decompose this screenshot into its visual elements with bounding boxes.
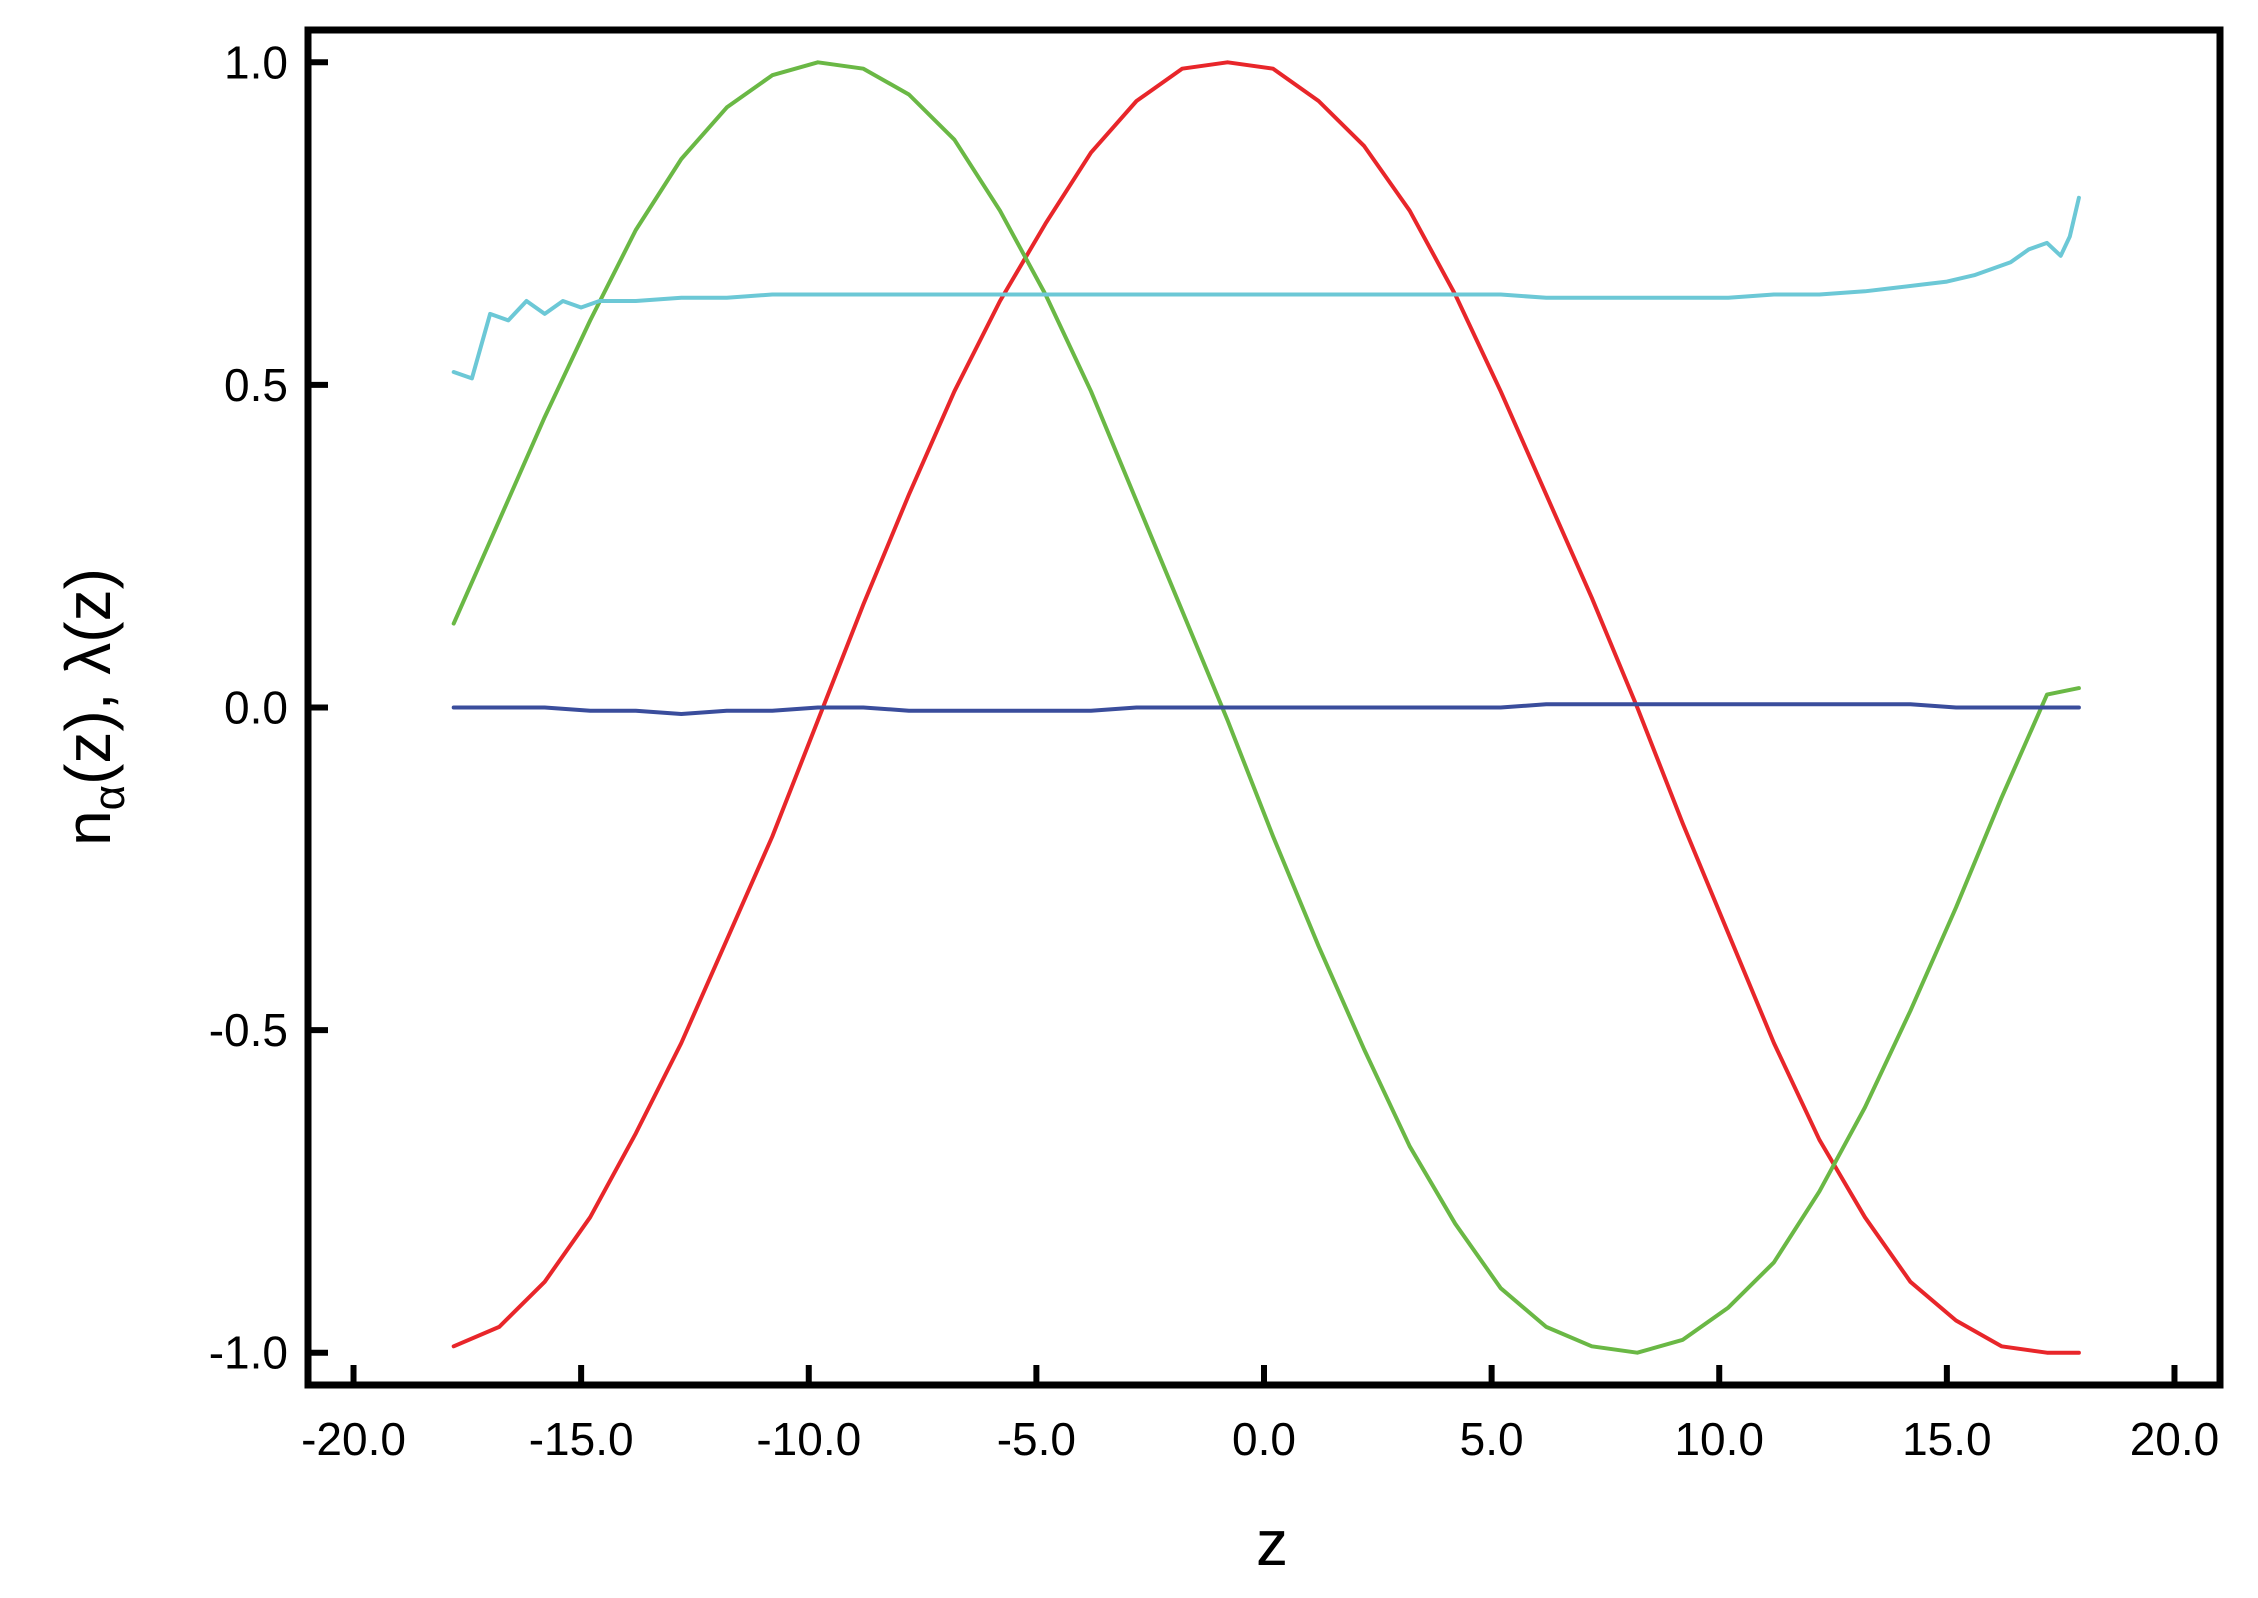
x-tick-label: 5.0 — [1460, 1413, 1524, 1465]
y-axis-title-subscript: α — [85, 785, 134, 810]
y-tick-label: 0.5 — [224, 359, 288, 411]
x-tick-label: 20.0 — [2130, 1413, 2220, 1465]
x-tick-label: -10.0 — [756, 1413, 861, 1465]
y-tick-label: 0.0 — [224, 682, 288, 734]
y-tick-label: 1.0 — [224, 36, 288, 88]
x-tick-label: -15.0 — [529, 1413, 634, 1465]
y-axis-title-rest: (z), λ(z) — [52, 568, 124, 785]
y-tick-label: -1.0 — [209, 1327, 288, 1379]
series-layer — [451, 60, 2081, 1355]
x-tick-label: -20.0 — [301, 1413, 406, 1465]
x-tick-label: 10.0 — [1674, 1413, 1764, 1465]
y-ticks: -1.0 -0.5 0.0 0.5 1.0 — [209, 36, 328, 1379]
series-line-2 — [451, 60, 2081, 1355]
y-axis-title: nα(z), λ(z) — [52, 568, 134, 846]
y-axis-title-base: n — [52, 810, 124, 846]
x-axis-title: z — [1256, 1507, 1288, 1579]
series-line-1 — [451, 60, 2081, 1355]
y-tick-label: -0.5 — [209, 1004, 288, 1056]
x-tick-label: 0.0 — [1232, 1413, 1296, 1465]
x-tick-label: 15.0 — [1902, 1413, 1992, 1465]
x-ticks: -20.0 -15.0 -10.0 -5.0 0.0 5.0 10.0 15.0 20.0 — [301, 1365, 2219, 1465]
series-line-4 — [451, 702, 2081, 716]
x-tick-label: -5.0 — [997, 1413, 1076, 1465]
series-line-3 — [451, 195, 2081, 381]
